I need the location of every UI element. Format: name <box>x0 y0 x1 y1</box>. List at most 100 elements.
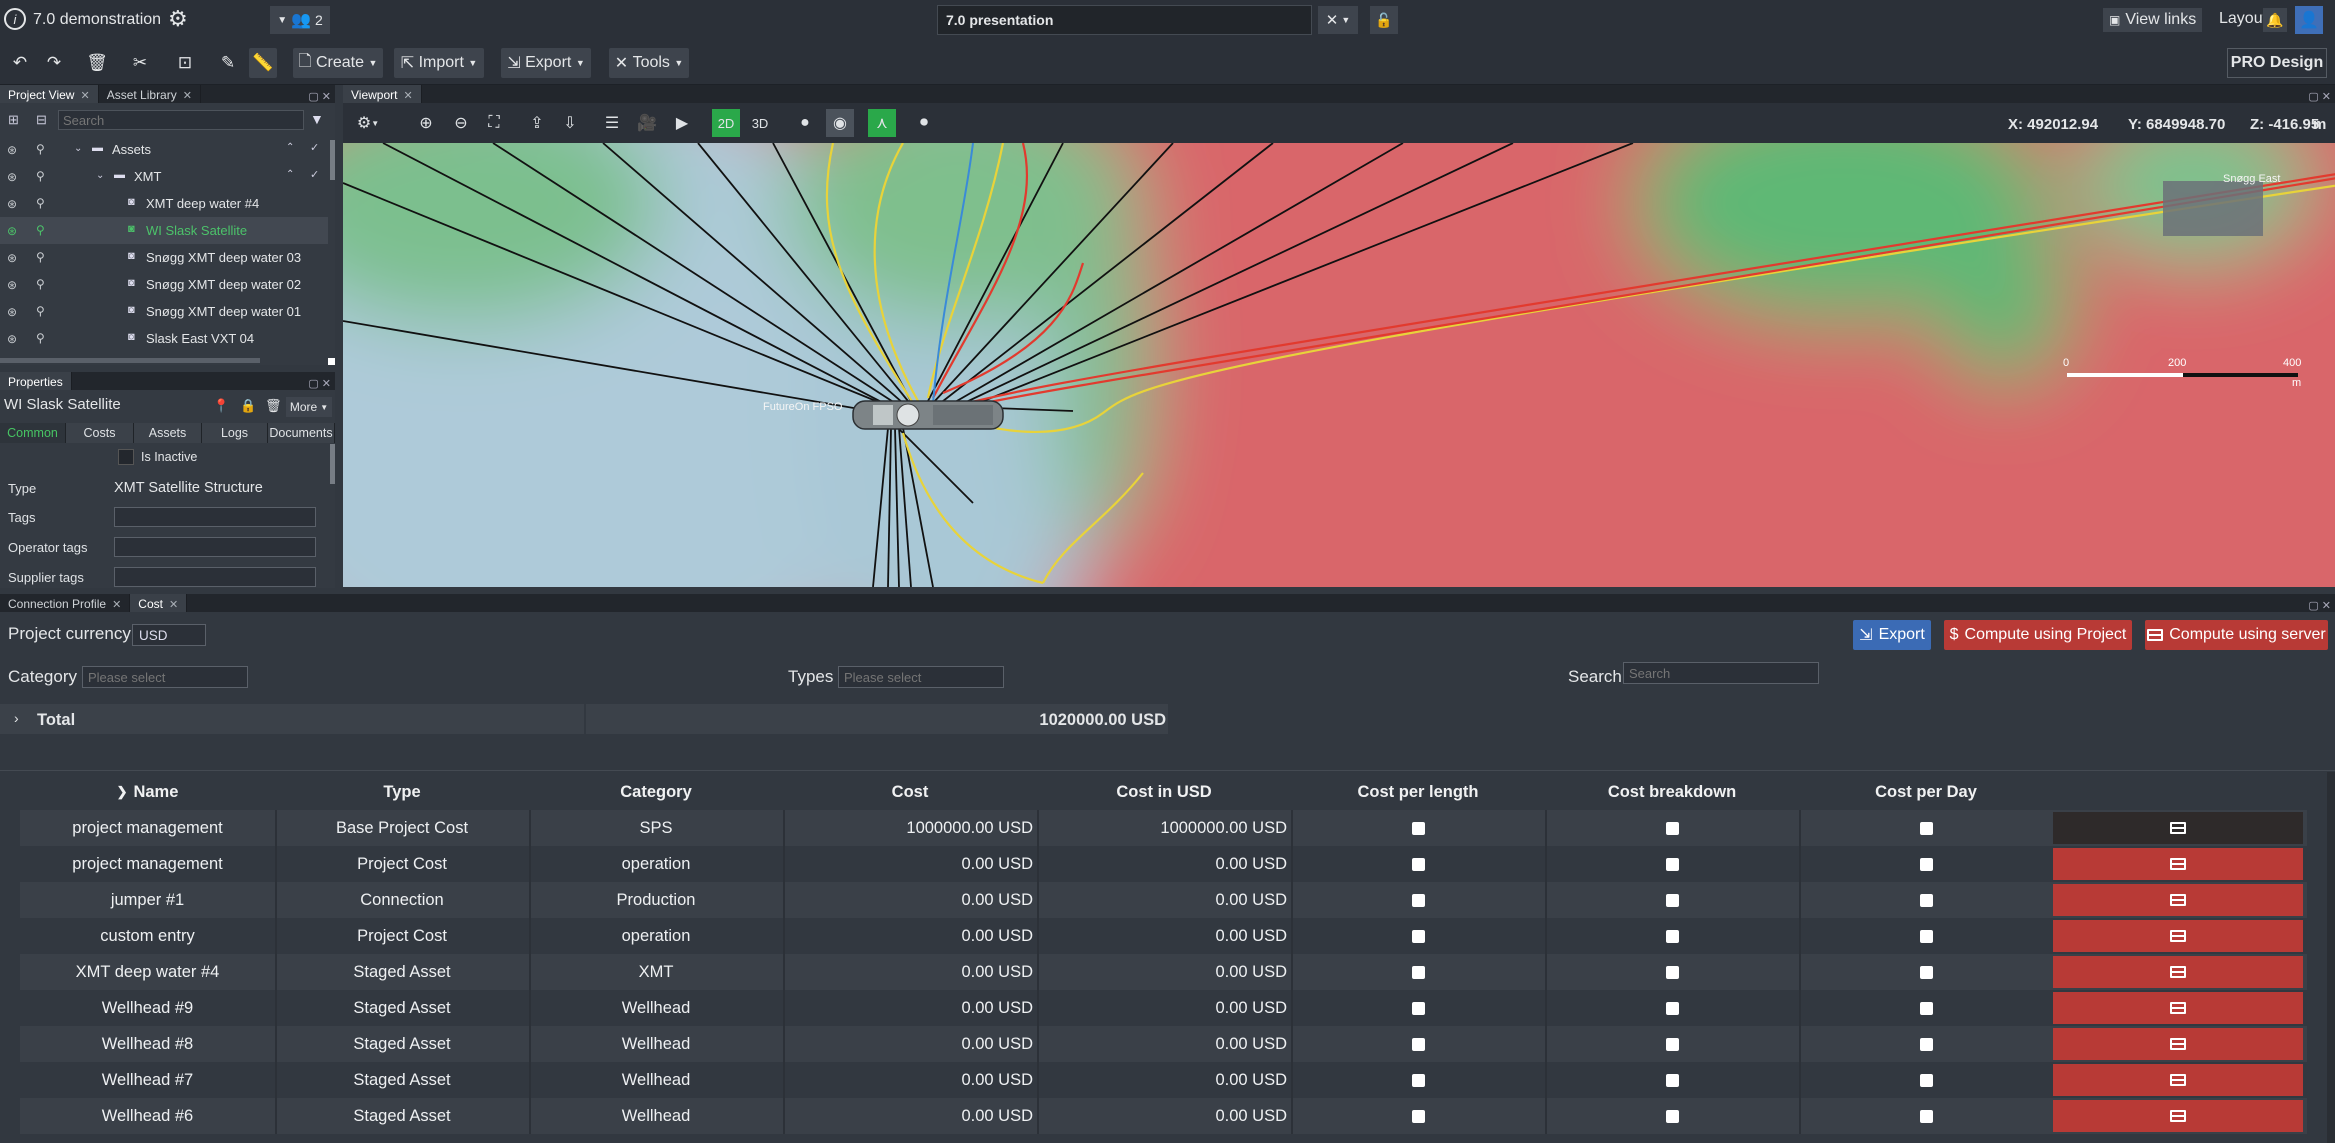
col-cost-breakdown[interactable]: Cost breakdown <box>1607 782 1737 801</box>
operator-tags-field[interactable] <box>114 537 316 557</box>
info-icon[interactable]: i <box>4 8 26 30</box>
map-canvas[interactable]: FutureOn FPSO Snøgg East 0 200 400 m <box>343 143 2335 587</box>
compute-server-row-button[interactable] <box>2053 884 2303 916</box>
checkbox[interactable] <box>1919 965 1933 979</box>
pencil-icon[interactable]: ✎ <box>220 53 236 72</box>
close-icon[interactable]: ✕ <box>112 598 122 611</box>
import-menu[interactable]: ⇱ Import ▼ <box>394 48 484 78</box>
visibility-icon[interactable]: ⊛ <box>7 332 18 346</box>
checkbox[interactable] <box>1919 893 1933 907</box>
person-icon[interactable]: ⚲ <box>36 277 45 291</box>
compute-server-row-button[interactable] <box>2053 1064 2303 1096</box>
col-cost-usd[interactable]: Cost in USD <box>1116 782 1212 801</box>
visibility-icon[interactable]: ⊛ <box>7 305 18 319</box>
checkbox[interactable] <box>1411 1037 1425 1051</box>
table-row[interactable]: Wellhead #6 Staged Asset Wellhead 0.00 USD 0… <box>20 1098 2307 1134</box>
checkbox[interactable] <box>1411 965 1425 979</box>
view-links-button[interactable]: ▣ View links <box>2103 8 2203 32</box>
checkbox[interactable] <box>1411 929 1425 943</box>
checkbox[interactable] <box>1919 1073 1933 1087</box>
tab-logs[interactable]: Logs <box>202 423 268 443</box>
properties-scrollbar[interactable] <box>330 444 335 484</box>
avatar[interactable]: 👤 <box>2295 6 2323 34</box>
checkbox[interactable] <box>1411 821 1425 835</box>
table-row[interactable]: Wellhead #8 Staged Asset Wellhead 0.00 USD 0… <box>20 1026 2307 1062</box>
lock-icon[interactable]: 🔓 <box>1370 6 1398 34</box>
visibility-icon[interactable]: ⊛ <box>7 278 18 292</box>
redo-icon[interactable]: ↷ <box>46 53 62 72</box>
checkbox[interactable] <box>1919 1037 1933 1051</box>
filter-icon[interactable]: ▼ <box>310 111 324 127</box>
col-cost-per-day[interactable]: Cost per Day <box>1875 782 1977 801</box>
visibility-icon[interactable]: ⊛ <box>7 224 18 238</box>
upload-icon[interactable]: ⇪ <box>530 115 544 132</box>
person-icon[interactable]: ⚲ <box>36 142 45 156</box>
tools-icon[interactable]: ✕ ▼ <box>1318 6 1358 34</box>
window-controls[interactable]: ▢ ✕ <box>308 378 331 390</box>
close-icon[interactable]: ✕ <box>80 89 90 102</box>
checkbox[interactable] <box>1665 857 1679 871</box>
compute-server-row-button[interactable] <box>2053 956 2303 988</box>
check-icon[interactable]: ✓ <box>310 142 320 154</box>
tab-documents[interactable]: Documents <box>268 423 335 443</box>
table-row[interactable]: project management Project Cost operation 0… <box>20 846 2307 882</box>
tree-item[interactable]: ⊛ ⚲ ◙ Snøgg XMT deep water 02 <box>0 271 328 298</box>
checkbox[interactable] <box>1665 1037 1679 1051</box>
table-row[interactable]: jumper #1 Connection Production 0.00 USD 0.0… <box>20 882 2307 918</box>
compute-server-row-button[interactable] <box>2053 848 2303 880</box>
close-icon[interactable]: ✕ <box>168 598 179 611</box>
chevron-down-icon[interactable]: ⌄ <box>74 143 83 154</box>
window-controls[interactable]: ▢ ✕ <box>2308 600 2331 612</box>
checkbox[interactable] <box>1919 1109 1933 1123</box>
fit-view-icon[interactable]: ⛶ <box>488 114 500 131</box>
tools-menu[interactable]: ✕ Tools ▼ <box>609 48 689 78</box>
tab-viewport[interactable]: Viewport ✕ <box>343 85 422 103</box>
pro-design-badge[interactable]: PRO Design <box>2227 48 2327 78</box>
export-menu[interactable]: ⇲ Export ▼ <box>501 48 591 78</box>
checkbox[interactable] <box>1665 821 1679 835</box>
tree-expand-icon[interactable]: ⊞ <box>8 112 19 127</box>
collapse-all-icon[interactable]: ⌃ <box>286 169 295 180</box>
tree-item[interactable]: ⊛ ⚲ ◙ Snøgg XMT deep water 03 <box>0 244 328 271</box>
tree-item[interactable]: ⊛ ⚲ ◙ XMT deep water #4 <box>0 190 328 217</box>
col-type[interactable]: Type <box>383 782 421 801</box>
checkbox[interactable] <box>1665 893 1679 907</box>
export-button[interactable]: ⇲ Export <box>1853 620 1931 650</box>
person-icon[interactable]: ⚲ <box>36 250 45 264</box>
category-select[interactable] <box>82 666 248 688</box>
checkbox[interactable] <box>1919 857 1933 871</box>
mode-3d-button[interactable]: 3D <box>751 115 769 131</box>
tree-item[interactable]: ⊛ ⚲ ⌄ ▬ XMT ⌃ ✓ <box>0 163 328 190</box>
checkbox[interactable] <box>1411 1073 1425 1087</box>
tree-item[interactable]: ⊛ ⚲ ◙ Slask East VXT 04 <box>0 325 328 352</box>
circle-icon[interactable]: ● <box>800 114 810 131</box>
col-cost[interactable]: Cost <box>891 782 929 801</box>
tree-item[interactable]: ⊛ ⚲ ◙ WI Slask Satellite <box>0 217 328 244</box>
compute-server-row-button[interactable] <box>2053 992 2303 1024</box>
cost-search-input[interactable] <box>1623 662 1819 684</box>
users-dropdown[interactable]: ▼ 👥 2 <box>270 6 330 34</box>
window-controls[interactable]: ▢ ✕ <box>2308 91 2331 103</box>
compute-project-button[interactable]: $ Compute using Project <box>1944 620 2132 650</box>
gear-icon[interactable]: ⚙ <box>168 6 188 31</box>
checkbox[interactable] <box>1919 1001 1933 1015</box>
layout-button[interactable]: Layout <box>2219 10 2268 27</box>
tree-collapse-icon[interactable]: ⊟ <box>36 112 47 127</box>
window-controls[interactable]: ▢ ✕ <box>308 91 331 103</box>
select-box-icon[interactable]: ⊡ <box>177 53 193 72</box>
checkbox[interactable] <box>1919 821 1933 835</box>
col-cost-per-length[interactable]: Cost per length <box>1357 782 1479 801</box>
supplier-tags-field[interactable] <box>114 567 316 587</box>
lock-icon[interactable]: 🔒 <box>240 398 257 413</box>
chevron-right-icon[interactable]: › <box>14 710 19 726</box>
close-icon[interactable]: ✕ <box>403 89 413 102</box>
shade-icon[interactable]: ◉ <box>826 109 854 137</box>
visibility-icon[interactable]: ⊛ <box>7 251 18 265</box>
settings-dropdown[interactable]: ⚙ ▼ <box>356 115 380 132</box>
close-icon[interactable]: ✕ <box>182 89 192 102</box>
col-category[interactable]: Category <box>620 782 692 801</box>
compute-server-button[interactable]: Compute using server <box>2145 620 2328 650</box>
visibility-icon[interactable]: ⊛ <box>7 170 18 184</box>
bell-icon[interactable]: 🔔 <box>2263 8 2287 32</box>
checkbox[interactable] <box>1919 929 1933 943</box>
